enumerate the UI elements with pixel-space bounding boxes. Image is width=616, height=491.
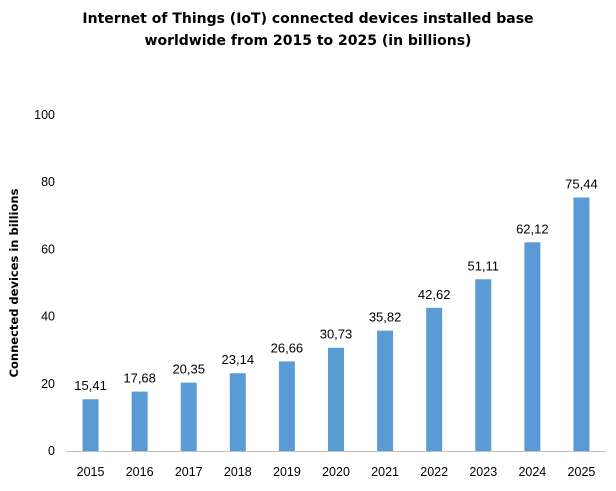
x-tick-label-2025: 2025 — [568, 465, 596, 479]
bar-2024 — [524, 242, 541, 451]
x-axis-ticks: 2015 2016 2017 2018 2019 2020 2021 2022 2023 2024… — [77, 465, 596, 479]
y-tick-label: 100 — [34, 108, 55, 122]
data-label-2020: 30,73 — [320, 327, 353, 342]
data-label-2016: 17,68 — [123, 371, 156, 386]
bar-2021 — [377, 330, 394, 451]
x-tick-label-2016: 2016 — [126, 465, 154, 479]
y-axis-ticks: 0 20 40 60 80 100 — [34, 108, 55, 458]
bar-2020 — [328, 347, 344, 451]
bar-2025 — [573, 197, 590, 451]
x-tick-label-2023: 2023 — [469, 465, 497, 479]
data-label-2019: 26,66 — [271, 340, 304, 355]
y-axis-title: Connected devices in billions — [7, 188, 21, 377]
bar-2018 — [229, 373, 246, 451]
y-tick-label: 0 — [48, 444, 55, 458]
chart-title: Internet of Things (IoT) connected devic… — [0, 8, 616, 52]
y-tick-label: 60 — [41, 242, 55, 256]
bar-2015 — [82, 399, 99, 451]
x-tick-label-2022: 2022 — [420, 465, 448, 479]
bar-2022 — [426, 307, 443, 451]
y-tick-label: 20 — [41, 377, 55, 391]
x-tick-label-2018: 2018 — [224, 465, 252, 479]
x-tick-label-2017: 2017 — [175, 465, 203, 479]
x-tick-label-2015: 2015 — [77, 465, 105, 479]
data-label-2022: 42,62 — [418, 287, 451, 302]
x-tick-label-2024: 2024 — [518, 465, 546, 479]
data-labels: 15,41 17,68 20,35 23,14 26,66 30,73 35,82 42,62… — [74, 177, 597, 394]
bar-2019 — [278, 361, 295, 451]
y-tick-label: 40 — [41, 310, 55, 324]
chart-title-line-2: worldwide from 2015 to 2025 (in billions… — [144, 33, 472, 49]
x-tick-label-2021: 2021 — [371, 465, 399, 479]
bar-series — [82, 197, 590, 451]
chart-title-line-1: Internet of Things (IoT) connected devic… — [82, 11, 534, 27]
bar-2023 — [475, 279, 492, 451]
data-label-2018: 23,14 — [222, 352, 255, 367]
data-label-2024: 62,12 — [516, 221, 549, 236]
x-tick-label-2019: 2019 — [273, 465, 301, 479]
bar-2016 — [131, 391, 148, 451]
data-label-2015: 15,41 — [74, 378, 107, 393]
data-label-2023: 51,11 — [467, 258, 499, 273]
bar-2017 — [180, 382, 197, 451]
data-label-2017: 20,35 — [172, 362, 205, 377]
y-tick-label: 80 — [41, 175, 55, 189]
x-tick-label-2020: 2020 — [322, 465, 350, 479]
data-label-2021: 35,82 — [369, 310, 402, 325]
data-label-2025: 75,44 — [565, 177, 598, 192]
